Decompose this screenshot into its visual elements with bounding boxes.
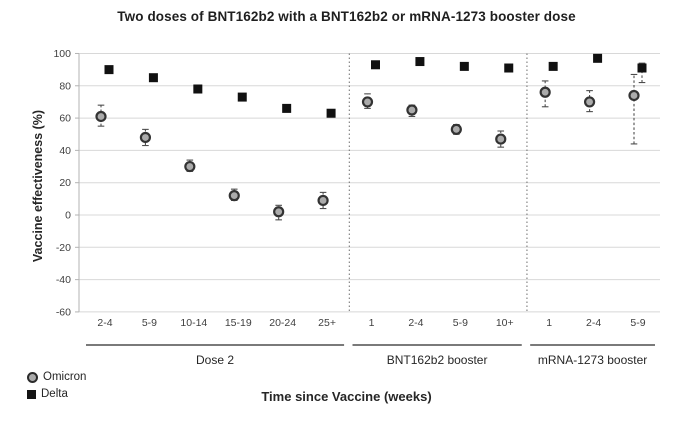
x-tick-label: 2-4 bbox=[586, 317, 601, 329]
x-axis-title: Time since Vaccine (weeks) bbox=[261, 389, 432, 404]
delta-marker bbox=[104, 65, 114, 75]
x-tick-label: 20-24 bbox=[269, 317, 296, 329]
y-tick-label: 80 bbox=[59, 80, 71, 92]
y-tick-label: -20 bbox=[56, 242, 71, 254]
y-tick-label: -40 bbox=[56, 274, 71, 286]
delta-marker bbox=[237, 92, 247, 102]
x-tick-label: 5-9 bbox=[630, 317, 645, 329]
delta-marker bbox=[148, 73, 158, 83]
omicron-marker bbox=[317, 194, 329, 207]
delta-marker bbox=[282, 103, 292, 113]
delta-marker bbox=[415, 57, 425, 67]
y-tick-label: 0 bbox=[65, 210, 71, 222]
delta-marker bbox=[593, 53, 603, 63]
legend-item-delta: Delta bbox=[27, 388, 86, 400]
delta-marker bbox=[371, 60, 381, 70]
delta-marker bbox=[637, 63, 647, 73]
omicron-marker bbox=[361, 96, 374, 108]
y-tick-label: 40 bbox=[59, 145, 71, 157]
group-label: Dose 2 bbox=[196, 353, 234, 367]
x-tick-label: 2-4 bbox=[97, 317, 112, 329]
omicron-marker bbox=[95, 110, 107, 123]
omicron-marker bbox=[628, 89, 640, 102]
delta-square-icon bbox=[27, 389, 36, 399]
x-tick-label: 10-14 bbox=[180, 317, 207, 329]
x-tick-label: 1 bbox=[546, 317, 552, 329]
x-tick-label: 1 bbox=[369, 317, 375, 329]
x-tick-label: 25+ bbox=[318, 317, 336, 329]
legend-label-delta: Delta bbox=[41, 388, 68, 400]
delta-marker bbox=[504, 63, 514, 73]
omicron-marker bbox=[273, 206, 285, 218]
delta-marker bbox=[193, 84, 203, 94]
legend: Omicron Delta bbox=[27, 371, 86, 400]
y-tick-label: -60 bbox=[56, 306, 71, 318]
chart-title: Two doses of BNT162b2 with a BNT162b2 or… bbox=[117, 9, 576, 24]
group-label: mRNA-1273 booster bbox=[538, 353, 647, 367]
omicron-marker bbox=[495, 133, 507, 145]
x-tick-label: 10+ bbox=[496, 317, 514, 329]
y-axis-title: Vaccine effectiveness (%) bbox=[31, 109, 45, 263]
y-tick-label: 20 bbox=[59, 177, 71, 189]
omicron-marker bbox=[450, 123, 462, 135]
delta-marker bbox=[326, 108, 336, 118]
legend-label-omicron: Omicron bbox=[43, 371, 87, 383]
omicron-marker bbox=[406, 104, 418, 116]
omicron-circle-icon bbox=[27, 371, 38, 383]
omicron-marker bbox=[184, 160, 196, 173]
y-tick-label: 100 bbox=[53, 48, 71, 60]
omicron-marker bbox=[539, 86, 551, 98]
group-label: BNT162b2 booster bbox=[387, 353, 488, 367]
legend-item-omicron: Omicron bbox=[27, 371, 86, 383]
y-tick-label: 60 bbox=[59, 113, 71, 125]
x-tick-label: 5-9 bbox=[142, 317, 157, 329]
x-tick-label: 5-9 bbox=[453, 317, 468, 329]
delta-marker bbox=[459, 61, 469, 71]
omicron-marker bbox=[228, 190, 240, 202]
delta-marker bbox=[548, 61, 558, 71]
omicron-marker bbox=[583, 96, 596, 108]
omicron-marker bbox=[139, 131, 152, 144]
x-tick-label: 15-19 bbox=[225, 317, 252, 329]
x-tick-label: 2-4 bbox=[408, 317, 423, 329]
